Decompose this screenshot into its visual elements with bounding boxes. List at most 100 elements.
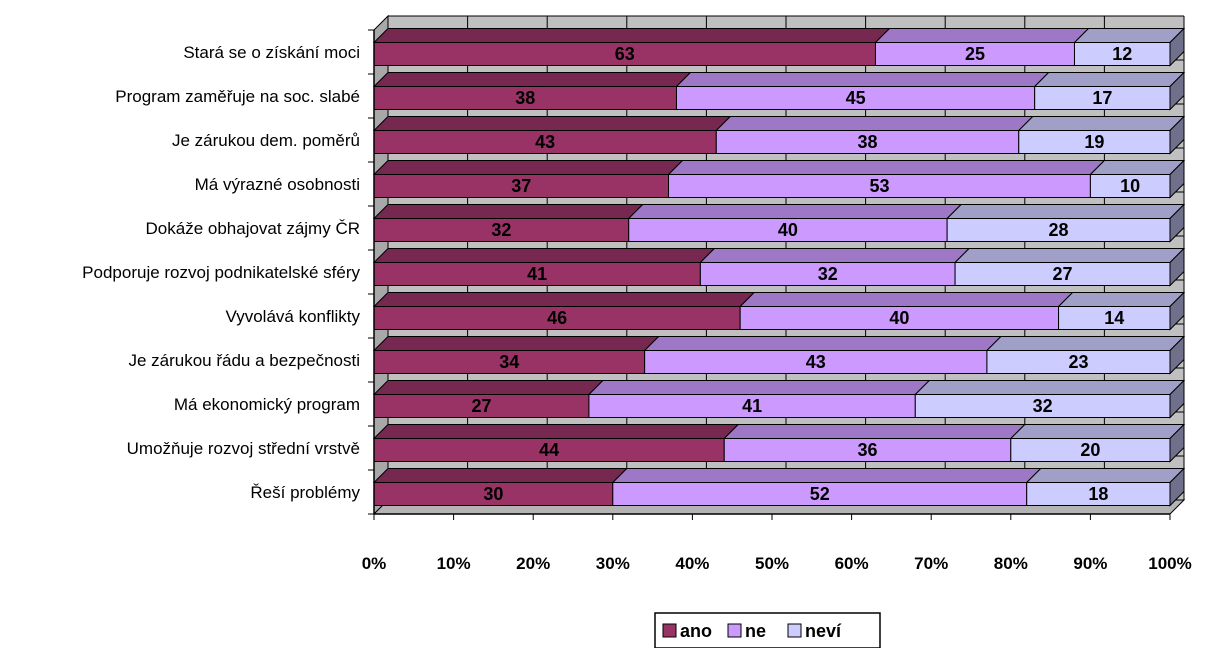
bar-top-face: [372, 116, 732, 131]
data-label: 32: [818, 264, 838, 284]
bar-side-face: [1169, 291, 1185, 331]
category-label: Je zárukou dem. poměrů: [172, 131, 360, 150]
bar-row: 32 40 28: [372, 203, 1186, 243]
bar-row: 41 32 27: [372, 247, 1186, 287]
data-label: 43: [535, 132, 555, 152]
data-label: 10: [1120, 176, 1140, 196]
data-label: 34: [499, 352, 519, 372]
data-label: 23: [1068, 352, 1088, 372]
bar-segment-neví: 10: [1089, 159, 1186, 199]
data-label: 18: [1088, 484, 1108, 504]
data-label: 32: [491, 220, 511, 240]
bar-top-face: [372, 28, 891, 43]
bar-top-face: [1025, 468, 1186, 483]
bar-side-face: [1169, 379, 1185, 419]
data-label: 43: [806, 352, 826, 372]
x-tick-label: 0%: [362, 554, 387, 573]
category-label: Řeší problémy: [250, 483, 360, 502]
x-tick-label: 10%: [437, 554, 471, 573]
bar-side-face: [1169, 71, 1185, 111]
bar-top-face: [372, 336, 660, 351]
bar-top-face: [914, 380, 1186, 395]
bar-side-face: [1169, 159, 1185, 199]
x-tick-label: 70%: [914, 554, 948, 573]
bar-top-face: [372, 424, 740, 439]
category-label: Vyvolává konflikty: [226, 307, 361, 326]
bar-top-face: [1017, 116, 1186, 131]
legend-item-ano: ano: [662, 621, 712, 641]
bar-segment-neví: 27: [953, 247, 1186, 287]
legend-label: neví: [805, 621, 842, 641]
bar-segment-neví: 32: [914, 379, 1186, 419]
category-label: Má ekonomický program: [174, 395, 360, 414]
bar-segment-neví: 17: [1033, 71, 1186, 111]
x-tick-label: 30%: [596, 554, 630, 573]
bar-top-face: [699, 248, 971, 263]
data-label: 36: [858, 440, 878, 460]
bar-side-face: [1169, 335, 1185, 375]
bar-top-face: [372, 248, 716, 263]
bar-segment-ano: 46: [372, 292, 756, 330]
data-label: 41: [527, 264, 547, 284]
axes: [368, 29, 1171, 520]
bar-segment-ano: 32: [372, 204, 644, 242]
bar-segment-ano: 41: [372, 248, 716, 286]
bar-segment-ano: 63: [372, 28, 891, 66]
bar-side-face: [1169, 423, 1185, 463]
data-label: 41: [742, 396, 762, 416]
bar-row: 46 40 14: [372, 291, 1186, 331]
data-label: 25: [965, 44, 985, 64]
bar-segment-neví: 18: [1025, 467, 1186, 507]
bar-top-face: [372, 160, 684, 175]
bar-top-face: [372, 468, 629, 483]
category-label: Je zárukou řádu a bezpečnosti: [128, 351, 360, 370]
bar-top-face: [372, 292, 756, 307]
bar-top-face: [372, 72, 692, 87]
legend-box: [654, 612, 881, 648]
bar-row: 38 45 17: [372, 71, 1186, 111]
bar-top-face: [945, 204, 1186, 219]
category-label: Umožňuje rozvoj střední vrstvě: [127, 439, 360, 458]
bar-top-face: [372, 204, 644, 219]
bar-segment-ne: 53: [667, 160, 1106, 198]
bar-row: 30 52 18: [372, 467, 1186, 507]
bar-segment-ano: 30: [372, 468, 629, 506]
bar-top-face: [874, 28, 1090, 43]
category-label: Má výrazné osobnosti: [195, 175, 360, 194]
bar-segment-neví: 20: [1009, 423, 1186, 463]
bar-segment-ano: 38: [372, 72, 692, 110]
bar-segment-ano: 43: [372, 116, 732, 154]
category-label: Podporuje rozvoj podnikatelské sféry: [82, 263, 360, 282]
data-label: 40: [889, 308, 909, 328]
bar-segment-ano: 27: [372, 380, 605, 418]
bar-top-face: [953, 248, 1186, 263]
bar-segment-neví: 19: [1017, 115, 1186, 155]
category-label: Stará se o získání moci: [183, 43, 360, 62]
bar-segment-ne: 36: [723, 424, 1027, 462]
bar-segment-ne: 40: [738, 292, 1074, 330]
category-label: Program zaměřuje na soc. slabé: [115, 87, 360, 106]
bar-segment-neví: 23: [985, 335, 1186, 375]
bar-row: 44 36 20: [372, 423, 1186, 463]
data-label: 32: [1033, 396, 1053, 416]
legend-item-ne: ne: [727, 621, 766, 641]
data-label: 40: [778, 220, 798, 240]
bar-top-face: [723, 424, 1027, 439]
bar-segment-ne: 41: [587, 380, 931, 418]
data-label: 52: [810, 484, 830, 504]
legend: ano ne neví: [654, 612, 881, 648]
bar-side-face: [1169, 115, 1185, 155]
legend-swatch: [662, 623, 677, 638]
data-label: 20: [1080, 440, 1100, 460]
bar-row: 27 41 32: [372, 379, 1186, 419]
bar-segment-ne: 43: [643, 336, 1003, 374]
bar-segment-ne: 45: [675, 72, 1050, 110]
category-labels: Stará se o získání moci Program zaměřuje …: [82, 43, 360, 502]
x-tick-label: 80%: [994, 554, 1028, 573]
bar-top-face: [1033, 72, 1186, 87]
x-tick-label: 90%: [1073, 554, 1107, 573]
bar-top-face: [675, 72, 1050, 87]
data-label: 63: [615, 44, 635, 64]
data-label: 44: [539, 440, 559, 460]
